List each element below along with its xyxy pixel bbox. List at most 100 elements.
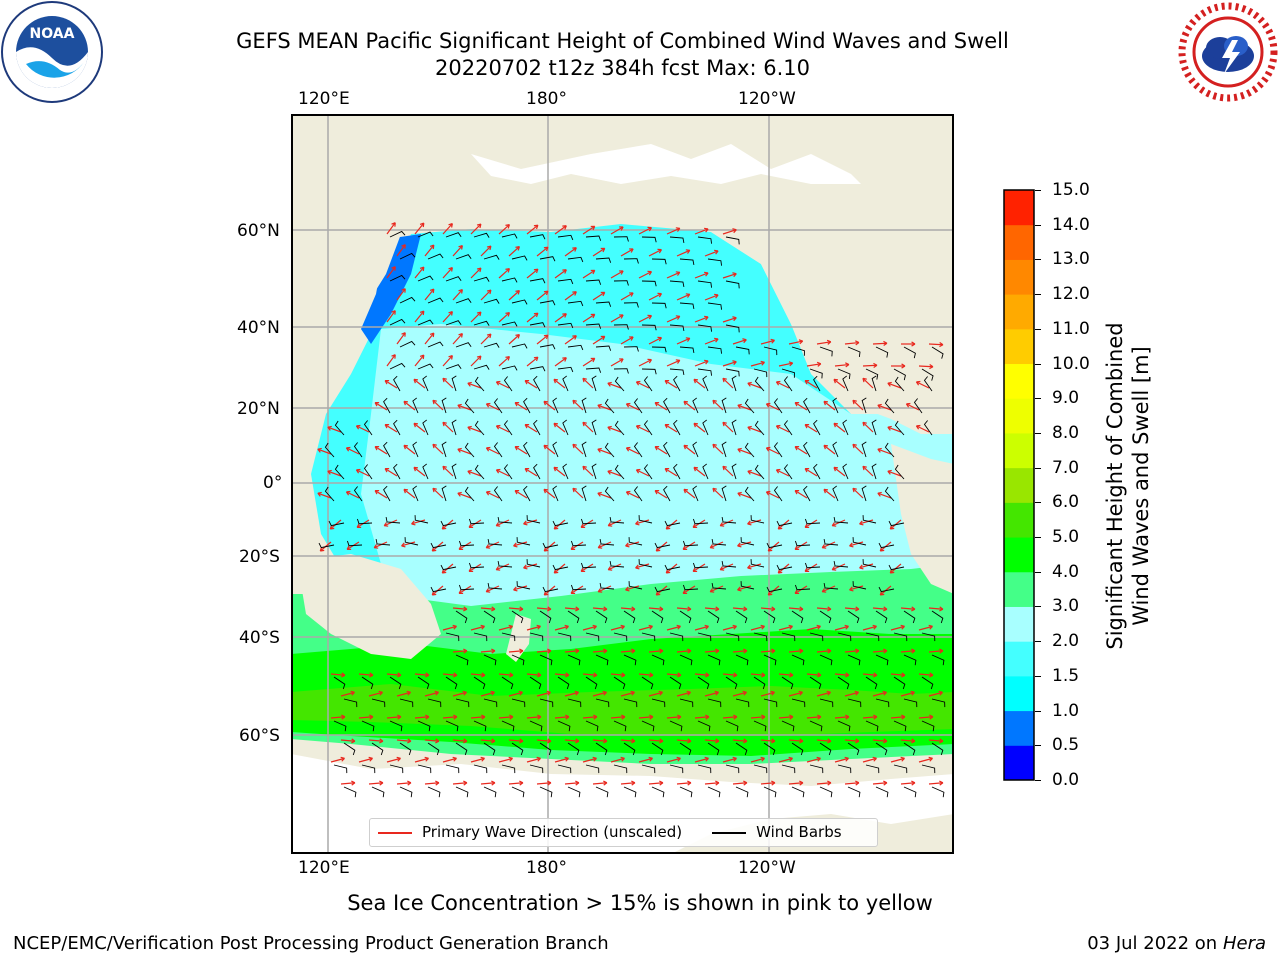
- wind-barb: [468, 518, 485, 525]
- wave-direction-arrowhead: [508, 756, 513, 762]
- colorbar-tick-label: 3.0: [1052, 596, 1080, 617]
- wave-direction-arrow: [625, 541, 640, 547]
- wave-direction-arrowhead: [631, 780, 636, 786]
- wave-direction-arrowhead: [743, 780, 748, 786]
- wave-direction-arrow: [816, 739, 831, 742]
- wave-direction-arrowhead: [572, 399, 577, 405]
- wind-barb: [750, 515, 765, 524]
- colorbar-tick-label: 6.0: [1052, 492, 1080, 513]
- wind-barb: [493, 398, 503, 414]
- wave-direction-arrowhead: [407, 780, 412, 786]
- wave-direction-arrowhead: [625, 586, 630, 592]
- wave-direction-arrow: [327, 426, 342, 433]
- wave-direction-arrowhead: [523, 520, 528, 526]
- wave-direction-arrow: [514, 402, 528, 411]
- wind-barb: [529, 764, 544, 774]
- wave-direction-arrow: [386, 222, 396, 235]
- wave-direction-arrowhead: [621, 672, 626, 678]
- wave-direction-arrowhead: [419, 222, 425, 228]
- wave-direction-arrow: [693, 422, 706, 433]
- wind-barb: [445, 764, 460, 774]
- wave-direction-arrow: [498, 757, 513, 763]
- wind-barb: [324, 486, 335, 502]
- wave-direction-arrowhead: [709, 588, 715, 593]
- wind-barb: [623, 742, 636, 756]
- wind-barb: [781, 632, 796, 642]
- wave-direction-arrowhead: [827, 738, 832, 744]
- wave-direction-arrowhead: [849, 586, 854, 592]
- wind-barb: [781, 764, 796, 774]
- wave-direction-arrowhead: [771, 606, 776, 612]
- wave-direction-arrow: [900, 739, 915, 742]
- colorbar-segment: [1004, 606, 1034, 642]
- wave-direction-arrow: [384, 380, 398, 389]
- wave-direction-arrow: [582, 377, 594, 389]
- wave-direction-arrowhead: [683, 488, 689, 494]
- wave-direction-arrowhead: [687, 606, 692, 612]
- wind-barb: [861, 441, 867, 458]
- colorbar-tick-label: 0.5: [1052, 735, 1080, 756]
- wave-direction-arrow: [788, 340, 803, 345]
- wind-barb: [679, 786, 693, 798]
- wave-direction-arrow: [442, 377, 454, 389]
- wind-barb: [371, 698, 386, 708]
- wind-barb: [878, 586, 895, 593]
- wind-barb: [875, 654, 889, 666]
- wave-direction-arrowhead: [873, 672, 878, 678]
- wave-direction-arrowhead: [911, 738, 916, 744]
- wind-barb: [346, 540, 363, 547]
- wave-direction-arrow: [664, 468, 678, 477]
- wave-direction-arrow: [704, 782, 719, 785]
- wind-barb: [823, 582, 839, 590]
- wave-direction-arrow: [722, 757, 737, 763]
- wave-direction-arrowhead: [442, 377, 447, 383]
- wave-direction-arrowhead: [327, 425, 332, 431]
- wave-direction-arrow: [386, 757, 401, 763]
- wave-direction-arrowhead: [664, 467, 670, 473]
- wind-barb: [707, 786, 721, 798]
- wind-barb: [673, 375, 681, 392]
- wave-direction-arrow: [732, 691, 747, 697]
- wave-direction-arrow: [831, 519, 846, 527]
- wave-direction-arrow: [834, 716, 849, 719]
- wind-barb: [740, 537, 755, 546]
- wave-direction-arrow: [514, 490, 528, 499]
- wave-direction-arrow: [508, 246, 520, 257]
- wave-direction-arrow: [823, 400, 836, 411]
- wave-direction-arrowhead: [798, 690, 803, 696]
- wave-direction-arrow: [414, 673, 429, 676]
- wave-direction-arrow: [508, 782, 523, 785]
- wind-barb: [552, 485, 559, 502]
- wave-direction-arrowhead: [693, 422, 699, 428]
- wave-direction-arrow: [564, 335, 577, 345]
- nws-logo: [1178, 2, 1278, 102]
- wave-direction-arrow: [396, 244, 406, 257]
- wind-barb: [497, 516, 513, 524]
- wind-barb: [697, 676, 710, 690]
- wave-direction-arrowhead: [505, 224, 510, 229]
- wave-direction-arrow: [368, 782, 383, 785]
- wind-barb: [763, 786, 777, 798]
- wave-direction-arrowhead: [657, 336, 662, 342]
- wind-barb: [501, 321, 518, 327]
- wind-barb: [585, 676, 598, 690]
- wave-direction-arrowhead: [491, 648, 496, 654]
- wave-direction-arrowhead: [654, 489, 660, 495]
- wind-barb: [832, 397, 839, 414]
- wave-direction-arrowhead: [855, 340, 860, 346]
- wave-direction-arrowhead: [603, 648, 608, 654]
- wind-barb: [552, 397, 559, 414]
- wave-direction-arrowhead: [413, 422, 419, 428]
- wave-direction-arrowhead: [345, 446, 351, 452]
- wind-barb: [542, 542, 559, 549]
- wave-direction-arrow: [470, 757, 485, 763]
- wind-barb: [628, 537, 643, 546]
- wind-barb: [865, 676, 878, 690]
- wave-direction-arrow: [582, 357, 596, 367]
- wave-direction-arrow: [495, 563, 510, 571]
- lon-label-bottom-180: 180°: [526, 858, 567, 878]
- wave-direction-arrow: [607, 470, 622, 477]
- wave-direction-arrowhead: [765, 402, 771, 408]
- wind-barb: [651, 786, 665, 798]
- wind-barb: [445, 364, 462, 370]
